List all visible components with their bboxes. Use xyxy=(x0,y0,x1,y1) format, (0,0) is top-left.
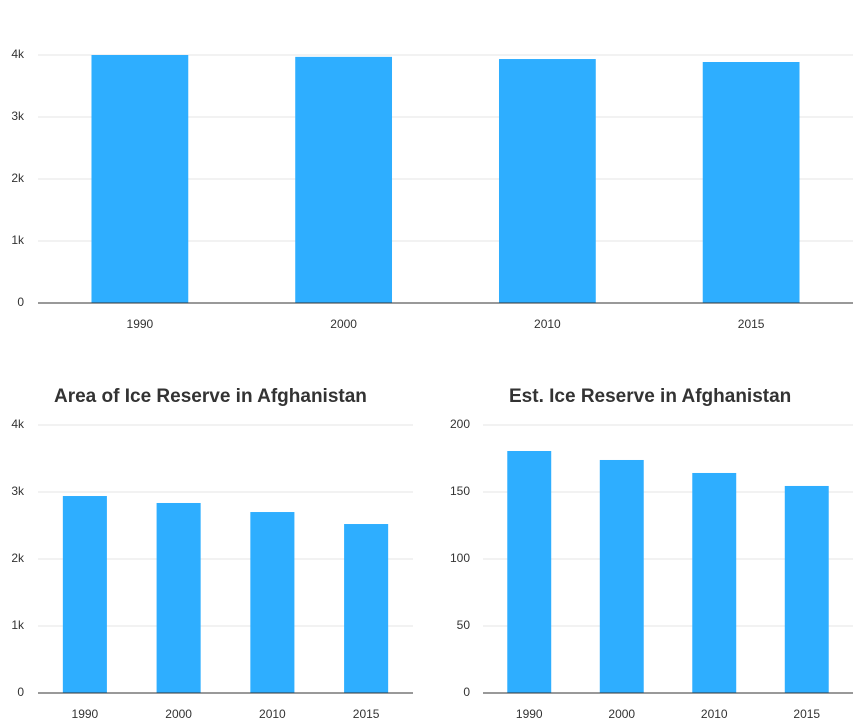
x-tick-label: 2000 xyxy=(330,317,357,331)
bar xyxy=(692,472,737,693)
y-tick-label: 3k xyxy=(11,484,25,498)
x-tick-label: 2010 xyxy=(701,707,728,721)
bar xyxy=(507,450,552,693)
x-tick-label: 2010 xyxy=(534,317,561,331)
bar xyxy=(498,59,596,303)
y-tick-label: 4k xyxy=(11,47,25,61)
bar xyxy=(702,62,800,304)
y-tick-label: 1k xyxy=(11,233,25,247)
y-tick-label: 100 xyxy=(450,551,470,565)
chart-title: Est. Ice Reserve in Afghanistan xyxy=(509,386,791,407)
bar xyxy=(784,485,829,693)
y-tick-label: 1k xyxy=(11,618,25,632)
y-tick-label: 0 xyxy=(463,685,470,699)
y-tick-label: 4k xyxy=(11,417,25,431)
x-tick-label: 2010 xyxy=(259,707,286,721)
y-tick-label: 200 xyxy=(450,417,470,431)
x-tick-label: 2015 xyxy=(738,317,765,331)
x-tick-label: 2015 xyxy=(793,707,820,721)
y-tick-label: 2k xyxy=(11,551,25,565)
y-tick-label: 2k xyxy=(11,171,25,185)
y-tick-label: 150 xyxy=(450,484,470,498)
bar xyxy=(599,459,644,693)
bar xyxy=(295,56,393,303)
x-tick-label: 1990 xyxy=(127,317,154,331)
x-tick-label: 2000 xyxy=(165,707,192,721)
y-tick-label: 0 xyxy=(17,295,24,309)
y-tick-label: 50 xyxy=(457,618,471,632)
y-tick-label: 3k xyxy=(11,109,25,123)
bar xyxy=(156,502,201,693)
x-tick-label: 2015 xyxy=(353,707,380,721)
bar xyxy=(250,512,295,693)
x-tick-label: 2000 xyxy=(608,707,635,721)
bar xyxy=(91,55,189,303)
y-tick-label: 0 xyxy=(17,685,24,699)
bar xyxy=(344,524,389,693)
x-tick-label: 1990 xyxy=(516,707,543,721)
chart-title: Area of Ice Reserve in Afghanistan xyxy=(54,386,367,407)
x-tick-label: 1990 xyxy=(72,707,99,721)
bar xyxy=(62,496,107,693)
